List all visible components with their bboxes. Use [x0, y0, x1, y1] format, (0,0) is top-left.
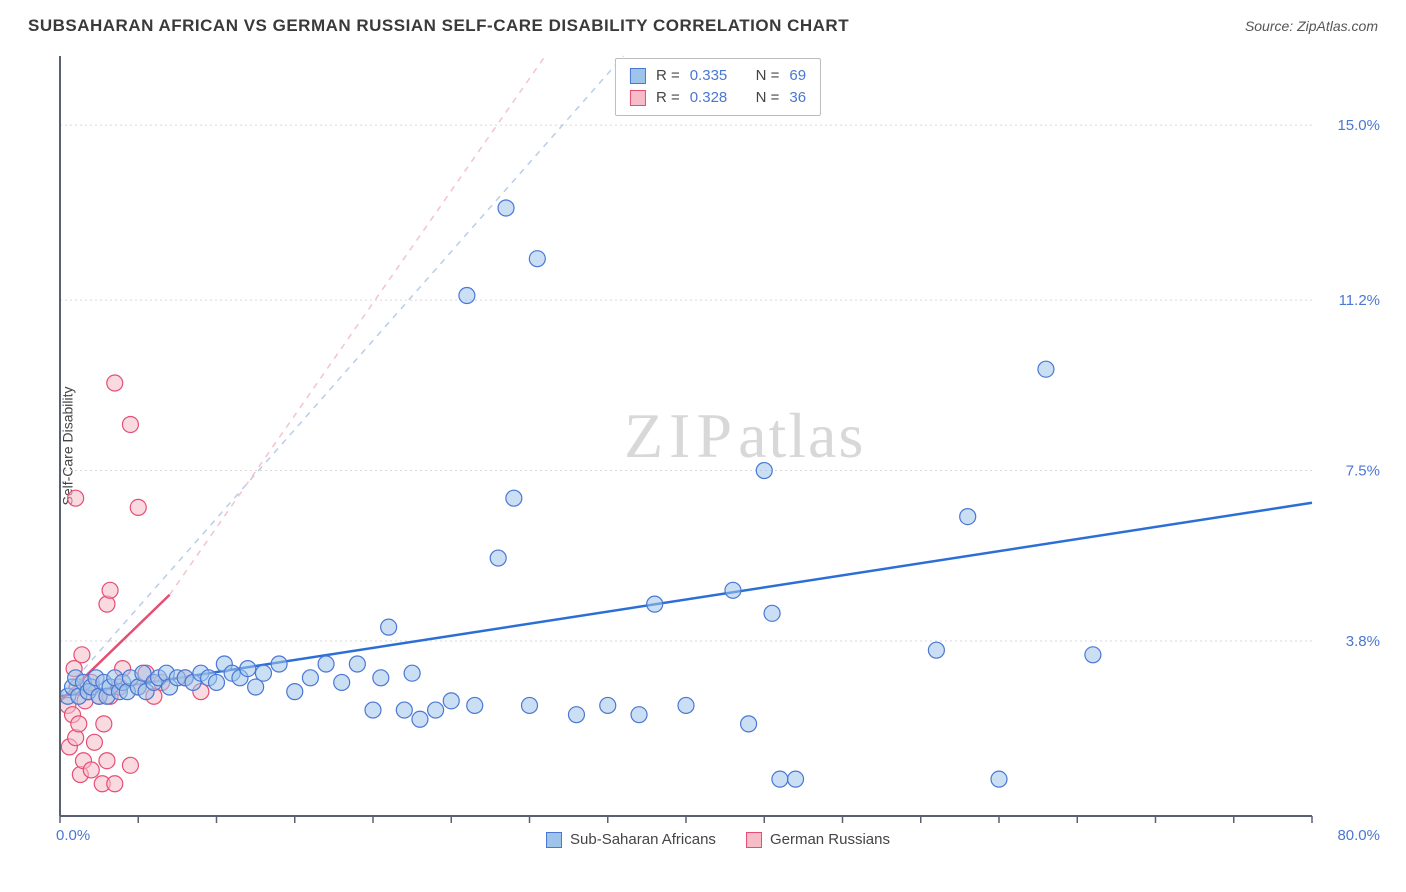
legend-stats-row-gr: R = 0.328 N = 36 [630, 87, 806, 109]
scatter-svg: 3.8% 7.5% 11.2% 15.0% 0.0% 80.0% [50, 52, 1386, 852]
r-label: R = [656, 65, 680, 87]
plot-area: 3.8%7.5%11.2%15.0%0.0%80.0% ZIPatlas R =… [50, 52, 1386, 852]
swatch-gr [746, 832, 762, 848]
legend-series: Sub-Saharan Africans German Russians [546, 831, 890, 848]
r-value-gr: 0.328 [690, 87, 728, 109]
svg-text:7.5%: 7.5% [1346, 463, 1380, 480]
source-label: Source: ZipAtlas.com [1245, 18, 1378, 34]
svg-text:15.0%: 15.0% [1337, 117, 1380, 134]
chart-header: SUBSAHARAN AFRICAN VS GERMAN RUSSIAN SEL… [0, 0, 1406, 44]
legend-stats-row-ssa: R = 0.335 N = 69 [630, 65, 806, 87]
n-value-ssa: 69 [789, 65, 806, 87]
svg-text:3.8%: 3.8% [1346, 633, 1380, 650]
swatch-ssa [546, 832, 562, 848]
r-value-ssa: 0.335 [690, 65, 728, 87]
swatch-ssa [630, 68, 646, 84]
n-label: N = [756, 65, 780, 87]
svg-text:0.0%: 0.0% [56, 827, 90, 844]
legend-item-gr: German Russians [746, 831, 890, 848]
n-label: N = [756, 87, 780, 109]
series-label-gr: German Russians [770, 831, 890, 848]
swatch-gr [630, 90, 646, 106]
n-value-gr: 36 [789, 87, 806, 109]
svg-text:80.0%: 80.0% [1337, 827, 1380, 844]
legend-item-ssa: Sub-Saharan Africans [546, 831, 716, 848]
chart-title: SUBSAHARAN AFRICAN VS GERMAN RUSSIAN SEL… [28, 16, 849, 36]
r-label: R = [656, 87, 680, 109]
series-label-ssa: Sub-Saharan Africans [570, 831, 716, 848]
svg-text:11.2%: 11.2% [1339, 292, 1380, 309]
legend-stats: R = 0.335 N = 69 R = 0.328 N = 36 [615, 58, 821, 116]
